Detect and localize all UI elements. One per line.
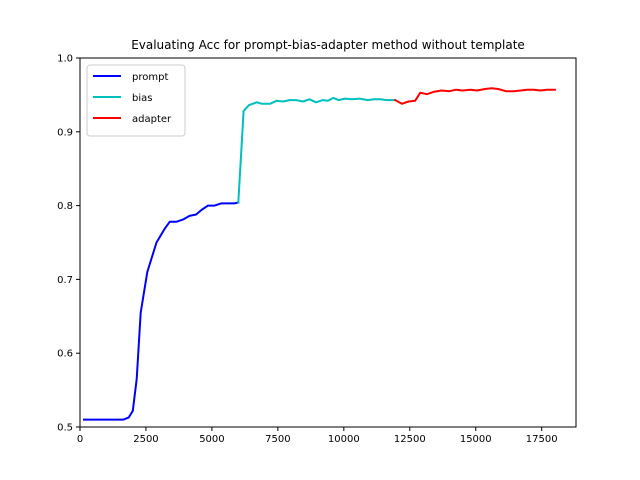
series-line-bias	[237, 96, 397, 204]
x-tick-label: 15000	[460, 434, 492, 445]
series-line-adapter	[393, 87, 556, 105]
series-layer	[83, 87, 556, 421]
series-line-prompt	[83, 201, 240, 421]
legend-label-bias: bias	[132, 93, 152, 104]
x-tick-label: 12500	[394, 434, 426, 445]
plot-frame	[79, 57, 577, 428]
chart-title: Evaluating Acc for prompt-bias-adapter m…	[131, 38, 525, 52]
x-tick-label: 0	[77, 434, 83, 445]
x-tick-label: 10000	[328, 434, 360, 445]
y-axis: 0.5 0.6 0.7 0.8 0.9 1.0	[57, 54, 80, 434]
y-tick-label: 1.0	[57, 54, 73, 65]
legend: prompt bias adapter	[86, 64, 186, 137]
y-tick-label: 0.6	[57, 349, 73, 360]
x-axis: 0 2500 5000 7500 10000 12500 15000 17500	[77, 427, 558, 445]
legend-label-adapter: adapter	[132, 114, 172, 125]
x-tick-label: 5000	[199, 434, 224, 445]
x-tick-label: 17500	[526, 434, 558, 445]
y-tick-label: 0.5	[57, 423, 73, 434]
y-tick-label: 0.8	[57, 201, 73, 212]
legend-label-prompt: prompt	[132, 72, 168, 83]
x-tick-label: 2500	[133, 434, 158, 445]
y-tick-label: 0.9	[57, 127, 73, 138]
y-tick-label: 0.7	[57, 275, 73, 286]
x-tick-label: 7500	[265, 434, 290, 445]
